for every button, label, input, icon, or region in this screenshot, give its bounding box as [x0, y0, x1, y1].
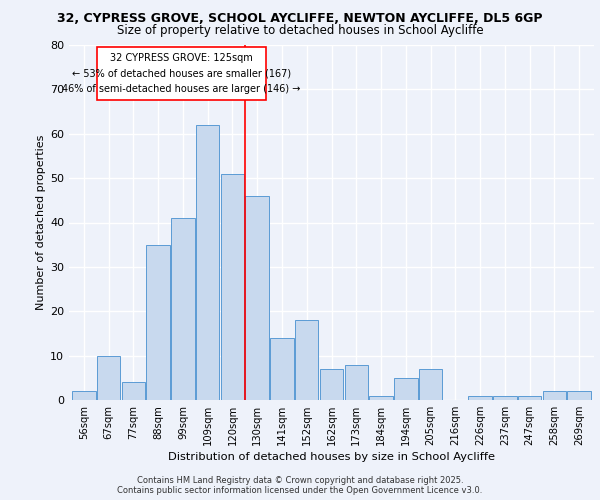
- Text: 32, CYPRESS GROVE, SCHOOL AYCLIFFE, NEWTON AYCLIFFE, DL5 6GP: 32, CYPRESS GROVE, SCHOOL AYCLIFFE, NEWT…: [57, 12, 543, 26]
- Text: 46% of semi-detached houses are larger (146) →: 46% of semi-detached houses are larger (…: [62, 84, 301, 94]
- Text: 32 CYPRESS GROVE: 125sqm: 32 CYPRESS GROVE: 125sqm: [110, 52, 253, 62]
- Y-axis label: Number of detached properties: Number of detached properties: [36, 135, 46, 310]
- Bar: [196, 125, 220, 400]
- Text: ← 53% of detached houses are smaller (167): ← 53% of detached houses are smaller (16…: [72, 68, 291, 78]
- Bar: [146, 244, 170, 400]
- Text: Size of property relative to detached houses in School Aycliffe: Size of property relative to detached ho…: [116, 24, 484, 37]
- Bar: [270, 338, 294, 400]
- Bar: [469, 396, 492, 400]
- Bar: [568, 391, 591, 400]
- Bar: [171, 218, 194, 400]
- Bar: [394, 378, 418, 400]
- Bar: [542, 391, 566, 400]
- Bar: [419, 369, 442, 400]
- Bar: [320, 369, 343, 400]
- Bar: [97, 356, 121, 400]
- Text: Contains HM Land Registry data © Crown copyright and database right 2025.
Contai: Contains HM Land Registry data © Crown c…: [118, 476, 482, 495]
- Bar: [518, 396, 541, 400]
- Bar: [122, 382, 145, 400]
- Bar: [221, 174, 244, 400]
- Bar: [493, 396, 517, 400]
- X-axis label: Distribution of detached houses by size in School Aycliffe: Distribution of detached houses by size …: [168, 452, 495, 462]
- Bar: [369, 396, 393, 400]
- Bar: [344, 364, 368, 400]
- Bar: [245, 196, 269, 400]
- Bar: [295, 320, 319, 400]
- Bar: [72, 391, 95, 400]
- FancyBboxPatch shape: [97, 47, 266, 100]
